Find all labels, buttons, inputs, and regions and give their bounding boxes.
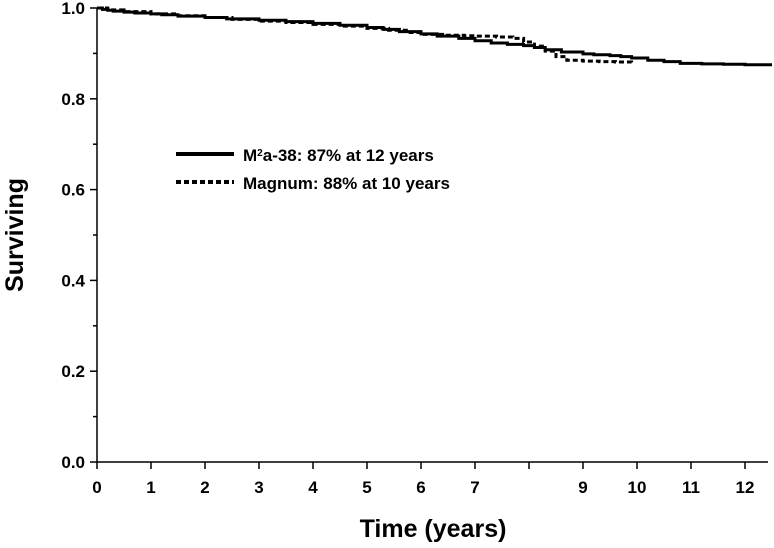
legend-label-m2a: M2a-38: 87% at 12 years (243, 146, 434, 165)
x-tick-label: 2 (200, 478, 209, 497)
x-tick-label: 12 (736, 478, 755, 497)
x-tick-label: 5 (362, 478, 371, 497)
x-tick-label: 11 (682, 478, 700, 497)
series-layer (97, 6, 772, 67)
x-tick-label: 10 (628, 478, 647, 497)
x-tick-label: 9 (578, 478, 587, 497)
x-tick-label: 3 (254, 478, 263, 497)
x-tick-label: 1 (146, 478, 155, 497)
y-tick-label: 0.2 (61, 362, 85, 381)
x-ticks: 0 1 2 3 4 5 6 7 9 10 11 12 (92, 462, 754, 497)
legend-label-m2a-sup: 2 (257, 148, 263, 159)
y-tick-label: 0.4 (61, 271, 85, 290)
legend: M2a-38: 87% at 12 years Magnum: 88% at 1… (176, 146, 450, 193)
x-axis-title: Time (years) (360, 515, 507, 543)
x-tick-label: 6 (416, 478, 425, 497)
y-tick-label: 1.0 (61, 0, 85, 18)
x-tick-label: 7 (470, 478, 479, 497)
legend-label-m2a-base: M (243, 146, 257, 165)
y-ticks: 0.0 0.2 0.4 0.6 0.8 1.0 (61, 0, 97, 472)
x-tick-label: 4 (308, 478, 318, 497)
x-tick-label: 0 (92, 478, 101, 497)
y-tick-label: 0.8 (61, 90, 85, 109)
series-line-m2a-38 (97, 6, 772, 67)
legend-label-magnum: Magnum: 88% at 10 years (243, 174, 450, 193)
y-tick-label: 0.6 (61, 181, 85, 200)
legend-label-m2a-rest: a-38: 87% at 12 years (263, 146, 434, 165)
axes (96, 8, 768, 463)
y-tick-label: 0.0 (61, 453, 85, 472)
y-axis-title: Surviving (1, 178, 29, 292)
